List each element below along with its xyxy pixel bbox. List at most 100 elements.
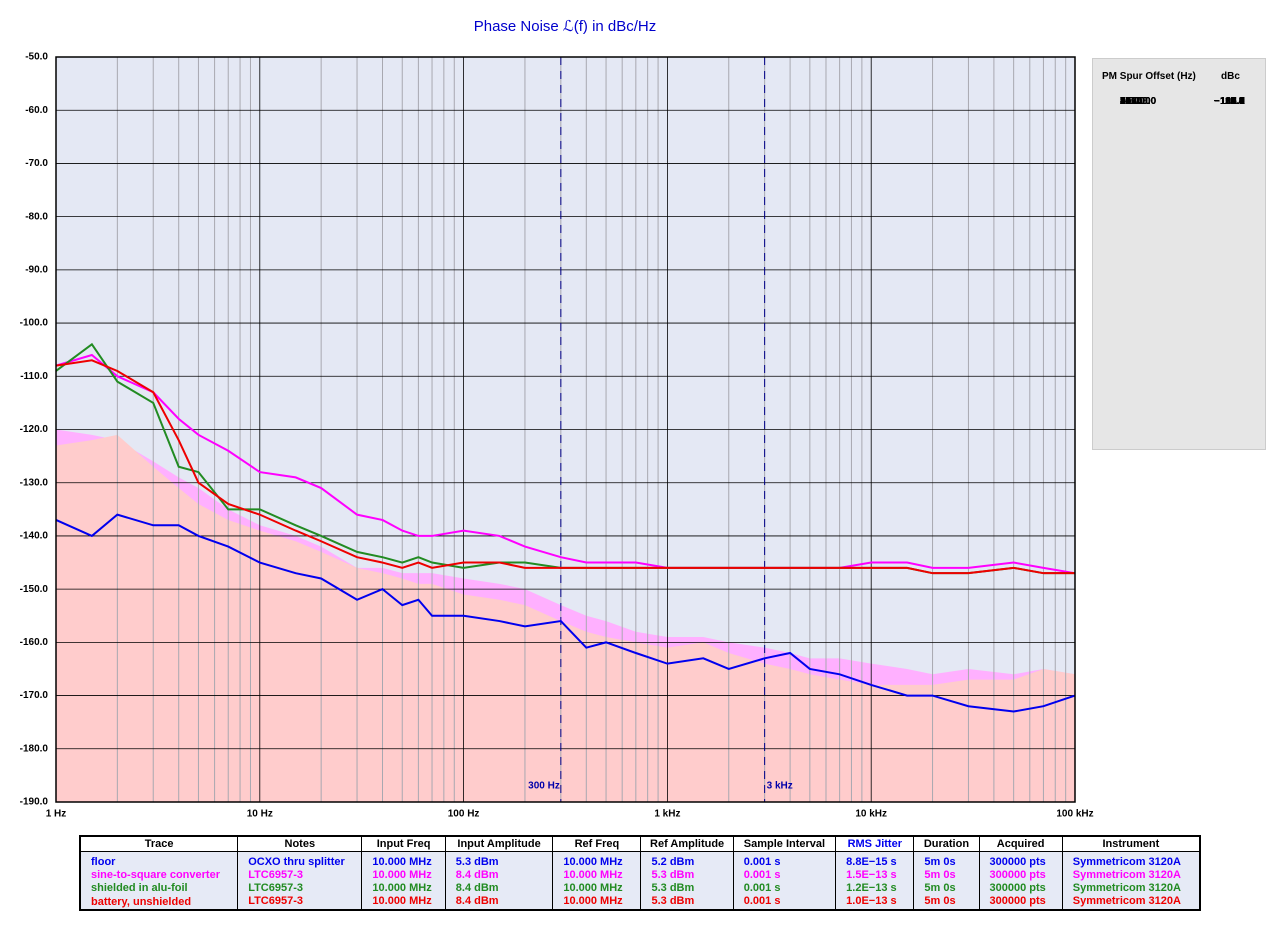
y-tick-label: -100.0 bbox=[20, 318, 49, 329]
trace-cell: 8.4 dBm bbox=[444, 881, 554, 894]
spur-dbc: −115.3 bbox=[1214, 96, 1245, 107]
spur-offset: 57.0 bbox=[1120, 96, 1140, 107]
spur-header: PM Spur Offset (Hz) bbox=[1102, 71, 1196, 82]
trace-cell: 5.3 dBm bbox=[444, 851, 554, 868]
trace-cell: 5.3 dBm bbox=[640, 894, 734, 910]
spur-offset: 500.0 bbox=[1120, 96, 1146, 107]
trace-row: floor OCXO thru splitter 10.000 MHz 5.3 dBm… bbox=[79, 851, 1201, 868]
spur-offset: 1650.0 bbox=[1120, 96, 1151, 107]
spur-dbc: −115.0 bbox=[1214, 96, 1245, 107]
spur-dbc: −112.4 bbox=[1214, 96, 1245, 107]
x-tick-label: 100 kHz bbox=[1056, 809, 1093, 820]
spur-dbc: −125.0 bbox=[1214, 96, 1245, 107]
spur-dbc: −128.1 bbox=[1214, 96, 1245, 107]
trace-cell: 0.001 s bbox=[732, 851, 837, 868]
spur-offset: 220.0 bbox=[1120, 96, 1146, 107]
column-header: Duration bbox=[913, 835, 980, 852]
trace-name: floor bbox=[79, 851, 239, 868]
trace-cell: 0.001 s bbox=[732, 894, 837, 910]
column-header: Ref Amplitude bbox=[640, 835, 734, 852]
column-header: Acquired bbox=[978, 835, 1063, 852]
trace-cell: 300000 pts bbox=[978, 894, 1063, 910]
spur-offset: 1930.0 bbox=[1120, 96, 1151, 107]
spur-offset: 150.0 bbox=[1120, 96, 1146, 107]
trace-cell: 5.3 dBm bbox=[640, 868, 734, 881]
trace-name: battery, unshielded bbox=[79, 894, 239, 910]
column-header: RMS Jitter bbox=[835, 835, 915, 852]
y-tick-label: -150.0 bbox=[20, 584, 49, 595]
y-tick-label: -110.0 bbox=[20, 371, 48, 382]
spur-offset: 9.5 bbox=[1120, 96, 1134, 107]
spur-header: dBc bbox=[1221, 71, 1240, 82]
x-tick-label: 10 Hz bbox=[247, 809, 273, 820]
y-tick-label: -170.0 bbox=[20, 690, 49, 701]
trace-cell: LTC6957-3 bbox=[237, 868, 363, 881]
trace-cell: 0.001 s bbox=[732, 881, 837, 894]
column-header: Instrument bbox=[1061, 835, 1201, 852]
spur-dbc: −123.0 bbox=[1214, 96, 1245, 107]
trace-cell: Symmetricom 3120A bbox=[1061, 851, 1201, 868]
spur-offset: 400.0 bbox=[1120, 96, 1146, 107]
y-tick-label: -60.0 bbox=[25, 105, 48, 116]
spur-offset: 50.0 bbox=[1120, 96, 1140, 107]
spur-offset: 1250.0 bbox=[1120, 96, 1151, 107]
trace-cell: 10.000 MHz bbox=[552, 868, 642, 881]
y-tick-label: -80.0 bbox=[25, 211, 48, 222]
trace-cell: 1.5E−13 s bbox=[835, 868, 915, 881]
spur-offset: 140.0 bbox=[1120, 96, 1146, 107]
y-tick-label: -130.0 bbox=[20, 477, 49, 488]
trace-cell: 300000 pts bbox=[978, 881, 1063, 894]
spur-offset: 710.0 bbox=[1120, 96, 1146, 107]
trace-name: shielded in alu-foil bbox=[79, 881, 239, 894]
trace-name: sine-to-square converter bbox=[79, 868, 239, 881]
spur-offset: 1500.0 bbox=[1120, 96, 1151, 107]
trace-cell: 300000 pts bbox=[978, 851, 1063, 868]
column-header: Notes bbox=[237, 835, 363, 852]
trace-cell: 8.4 dBm bbox=[444, 894, 554, 910]
trace-cell: OCXO thru splitter bbox=[237, 851, 363, 868]
chart: Phase Noise ℒ(f) in dBc/Hz 1 Hz 10 Hz 100 … bbox=[20, 18, 1094, 820]
trace-row: sine-to-square converter LTC6957-3 10.000 … bbox=[79, 868, 1201, 881]
y-tick-label: -160.0 bbox=[20, 637, 49, 648]
spur-dbc: −108.7 bbox=[1214, 96, 1245, 107]
trace-line bbox=[55, 359, 1075, 575]
trace-cell: 10.000 MHz bbox=[361, 851, 446, 868]
spur-dbc: −128.1 bbox=[1214, 96, 1245, 107]
trace-cell: 8.4 dBm bbox=[444, 868, 554, 881]
trace-cell: 10.000 MHz bbox=[361, 868, 446, 881]
column-header: Ref Freq bbox=[552, 835, 642, 852]
trace-cell: 5.3 dBm bbox=[640, 881, 734, 894]
marker-label: 3 kHz bbox=[767, 781, 793, 792]
spur-offset: 75.0 bbox=[1120, 96, 1140, 107]
spur-dbc: −119.4 bbox=[1214, 96, 1245, 107]
trace-cell: 5m 0s bbox=[913, 851, 980, 868]
column-header: Trace bbox=[79, 835, 239, 852]
trace-cell: LTC6957-3 bbox=[237, 894, 363, 910]
y-tick-label: -180.0 bbox=[20, 743, 49, 754]
trace-cell: 5m 0s bbox=[913, 868, 980, 881]
spur-offset: 96.0 bbox=[1120, 96, 1140, 107]
spur-dbc: −126.9 bbox=[1214, 96, 1245, 107]
noise-shade bbox=[56, 434, 1075, 802]
spur-dbc: −131.7 bbox=[1214, 96, 1245, 107]
spur-offset: 42440.0 bbox=[1120, 96, 1157, 107]
trace-cell: 1.0E−13 s bbox=[835, 894, 915, 910]
x-tick-label: 1 Hz bbox=[46, 809, 67, 820]
x-tick-label: 1 kHz bbox=[654, 809, 680, 820]
trace-cell: 5.2 dBm bbox=[640, 851, 734, 868]
trace-cell: Symmetricom 3120A bbox=[1061, 868, 1201, 881]
trace-cell: 10.000 MHz bbox=[552, 851, 642, 868]
spur-dbc: −136.1 bbox=[1214, 96, 1245, 107]
chart-title: Phase Noise ℒ(f) in dBc/Hz bbox=[474, 18, 657, 35]
spur-offset: 3120.0 bbox=[1120, 96, 1151, 107]
trace-cell: 10.000 MHz bbox=[361, 894, 446, 910]
spur-offset: 100.0 bbox=[1120, 96, 1146, 107]
trace-row: shielded in alu-foil LTC6957-3 10.000 MHz 8… bbox=[79, 881, 1201, 894]
spur-offset: 16.0 bbox=[1120, 96, 1140, 107]
y-tick-label: -120.0 bbox=[20, 424, 49, 435]
spur-dbc: −108.5 bbox=[1214, 96, 1245, 107]
trace-cell: LTC6957-3 bbox=[237, 881, 363, 894]
spur-offset: 170.0 bbox=[1120, 96, 1146, 107]
column-header: Input Amplitude bbox=[444, 835, 554, 852]
